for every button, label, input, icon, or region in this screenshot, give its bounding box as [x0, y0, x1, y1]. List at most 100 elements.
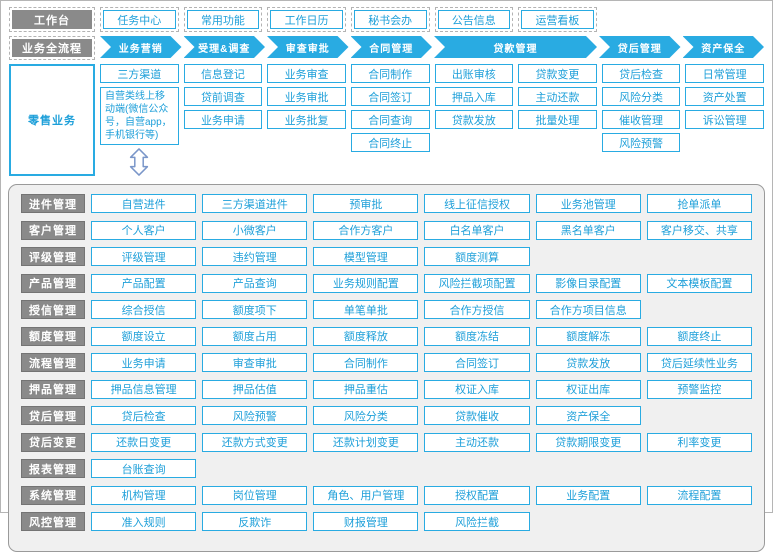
- module-item-button[interactable]: 模型管理: [313, 247, 419, 266]
- module-item-button[interactable]: 线上征信授权: [424, 194, 530, 213]
- flow-stage-arrow[interactable]: 审查审批: [267, 36, 349, 58]
- module-item-button[interactable]: 合同制作: [313, 353, 419, 372]
- retail-item-button[interactable]: 押品入库: [434, 87, 514, 106]
- retail-item-button[interactable]: 业务申请: [183, 110, 263, 129]
- module-item-button[interactable]: 自营进件: [91, 194, 197, 213]
- retail-item-button[interactable]: 催收管理: [601, 110, 681, 129]
- module-item-button[interactable]: 业务配置: [535, 485, 641, 505]
- workbench-item-button[interactable]: 常用功能: [186, 10, 260, 29]
- module-item-button[interactable]: 还款计划变更: [313, 432, 419, 452]
- retail-item-button[interactable]: 主动还款: [518, 87, 597, 106]
- module-item-button[interactable]: 预警监控: [646, 379, 752, 399]
- retail-item-button[interactable]: 风险分类: [601, 87, 681, 106]
- flow-stage-arrow[interactable]: 资产保全: [683, 36, 765, 58]
- module-item-button[interactable]: 机构管理: [91, 485, 197, 505]
- flow-stage-arrow[interactable]: 合同管理: [351, 36, 433, 58]
- retail-item-button[interactable]: 合同查询: [350, 110, 430, 129]
- module-item-button[interactable]: 预审批: [313, 194, 419, 213]
- module-item-button[interactable]: 准入规则: [91, 512, 197, 531]
- retail-item-button[interactable]: 贷后检查: [601, 64, 681, 83]
- module-item-button[interactable]: 额度终止: [646, 326, 752, 346]
- module-item-button[interactable]: 风险拦截项配置: [424, 273, 530, 293]
- module-item-button[interactable]: 贷款期限变更: [535, 432, 641, 452]
- module-item-button[interactable]: 合作方授信: [424, 300, 530, 319]
- module-item-button[interactable]: 反欺诈: [202, 512, 308, 531]
- module-item-button[interactable]: 合同签订: [424, 353, 530, 372]
- module-item-button[interactable]: 影像目录配置: [535, 273, 641, 293]
- module-item-button[interactable]: 小微客户: [202, 220, 308, 240]
- retail-item-button[interactable]: 资产处置: [685, 87, 764, 106]
- retail-item-button[interactable]: 三方渠道: [100, 64, 179, 83]
- module-item-button[interactable]: 产品查询: [202, 273, 308, 293]
- retail-item-button[interactable]: 风险预警: [601, 133, 681, 152]
- module-item-button[interactable]: 额度测算: [424, 247, 530, 266]
- retail-item-button[interactable]: 贷款发放: [434, 110, 514, 129]
- module-item-button[interactable]: 主动还款: [424, 432, 530, 452]
- flow-stage-arrow[interactable]: 贷后管理: [599, 36, 681, 58]
- module-item-button[interactable]: 权证入库: [424, 379, 530, 399]
- module-item-button[interactable]: 三方渠道进件: [202, 194, 308, 213]
- module-item-button[interactable]: 黑名单客户: [535, 220, 641, 240]
- module-item-button[interactable]: 利率变更: [646, 432, 752, 452]
- module-item-button[interactable]: 综合授信: [91, 300, 197, 319]
- module-item-button[interactable]: 押品估值: [202, 379, 308, 399]
- module-item-button[interactable]: 抢单派单: [646, 194, 752, 213]
- module-item-button[interactable]: 单笔单批: [313, 300, 419, 319]
- module-item-button[interactable]: 额度设立: [91, 326, 197, 346]
- module-item-button[interactable]: 风险预警: [202, 406, 308, 425]
- module-item-button[interactable]: 风险拦截: [424, 512, 530, 531]
- retail-item-button[interactable]: 诉讼管理: [685, 110, 764, 129]
- workbench-item-button[interactable]: 公告信息: [437, 10, 511, 29]
- module-item-button[interactable]: 台账查询: [91, 459, 197, 478]
- workbench-item-button[interactable]: 任务中心: [103, 10, 176, 29]
- module-item-button[interactable]: 押品重估: [313, 379, 419, 399]
- module-item-button[interactable]: 还款方式变更: [202, 432, 308, 452]
- flow-stage-arrow[interactable]: 受理&调查: [184, 36, 266, 58]
- module-item-button[interactable]: 押品信息管理: [91, 379, 197, 399]
- module-item-button[interactable]: 贷后延续性业务: [646, 353, 752, 372]
- module-item-button[interactable]: 贷后检查: [91, 406, 197, 425]
- module-item-button[interactable]: 合作方项目信息: [535, 300, 641, 319]
- module-item-button[interactable]: 审查审批: [202, 353, 308, 372]
- workbench-item-button[interactable]: 工作日历: [270, 10, 343, 29]
- module-item-button[interactable]: 资产保全: [535, 406, 641, 425]
- module-item-button[interactable]: 评级管理: [91, 247, 197, 266]
- flow-stage-arrow[interactable]: 贷款管理: [434, 36, 597, 58]
- module-item-button[interactable]: 产品配置: [91, 273, 197, 293]
- retail-item-button[interactable]: 贷款变更: [518, 64, 597, 83]
- workbench-item-button[interactable]: 秘书会办: [353, 10, 427, 29]
- module-item-button[interactable]: 业务池管理: [535, 194, 641, 213]
- retail-item-button[interactable]: 批量处理: [518, 110, 597, 129]
- module-item-button[interactable]: 财报管理: [313, 512, 419, 531]
- retail-item-button[interactable]: 日常管理: [685, 64, 764, 83]
- module-item-button[interactable]: 流程配置: [646, 485, 752, 505]
- module-item-button[interactable]: 个人客户: [91, 220, 197, 240]
- module-item-button[interactable]: 合作方客户: [313, 220, 419, 240]
- module-item-button[interactable]: 额度项下: [202, 300, 308, 319]
- retail-item-button[interactable]: 信息登记: [183, 64, 263, 83]
- module-item-button[interactable]: 权证出库: [535, 379, 641, 399]
- retail-item-button[interactable]: 业务批复: [267, 110, 346, 129]
- workbench-item-button[interactable]: 运营看板: [521, 10, 594, 29]
- retail-item-button[interactable]: 贷前调查: [183, 87, 263, 106]
- retail-item-button[interactable]: 业务审批: [267, 87, 346, 106]
- module-item-button[interactable]: 违约管理: [202, 247, 308, 266]
- module-item-button[interactable]: 还款日变更: [91, 432, 197, 452]
- module-item-button[interactable]: 额度解冻: [535, 326, 641, 346]
- flow-stage-arrow[interactable]: 业务营销: [100, 36, 182, 58]
- retail-item-button[interactable]: 自营类线上移动端(微信公众号，自营app，手机银行等): [100, 87, 179, 145]
- module-item-button[interactable]: 客户移交、共享: [646, 220, 752, 240]
- module-item-button[interactable]: 文本模板配置: [646, 273, 752, 293]
- module-item-button[interactable]: 岗位管理: [202, 485, 308, 505]
- module-item-button[interactable]: 白名单客户: [424, 220, 530, 240]
- module-item-button[interactable]: 额度释放: [313, 326, 419, 346]
- module-item-button[interactable]: 业务申请: [91, 353, 197, 372]
- retail-item-button[interactable]: 出账审核: [434, 64, 514, 83]
- module-item-button[interactable]: 角色、用户管理: [313, 485, 419, 505]
- retail-item-button[interactable]: 业务审查: [267, 64, 346, 83]
- module-item-button[interactable]: 风险分类: [313, 406, 419, 425]
- module-item-button[interactable]: 贷款催收: [424, 406, 530, 425]
- module-item-button[interactable]: 业务规则配置: [313, 273, 419, 293]
- retail-item-button[interactable]: 合同制作: [350, 64, 430, 83]
- retail-item-button[interactable]: 合同终止: [350, 133, 430, 152]
